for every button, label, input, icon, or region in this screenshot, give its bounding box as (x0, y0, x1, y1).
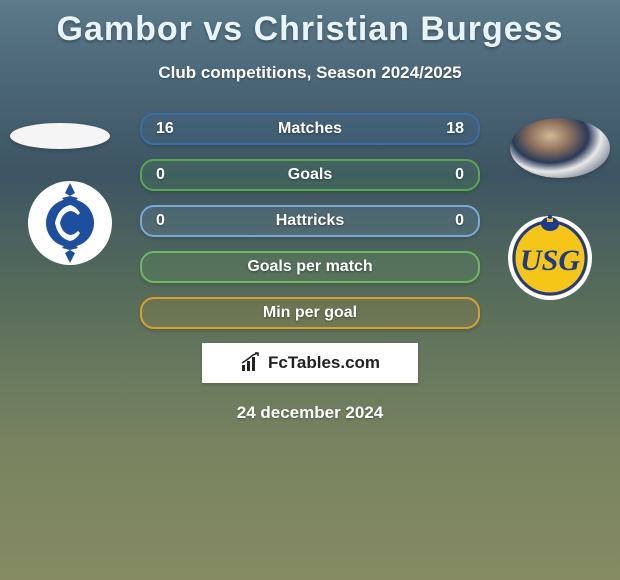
stat-left-value: 0 (156, 166, 165, 184)
stat-right-value: 0 (455, 166, 464, 184)
brand-text: FcTables.com (268, 353, 380, 373)
club-right-badge: USG (500, 208, 600, 308)
stat-label: Goals per match (247, 258, 372, 276)
comparison-area: USG 16 Matches 18 0 Goals 0 0 Hattricks … (0, 113, 620, 423)
stat-label: Matches (278, 120, 342, 138)
player-right-photo (510, 118, 610, 178)
stat-row: 0 Goals 0 (140, 159, 480, 191)
chart-icon (240, 352, 262, 374)
stat-label: Min per goal (263, 304, 357, 322)
club-left-badge (20, 173, 120, 273)
stat-right-value: 18 (446, 120, 464, 138)
stat-row: Goals per match (140, 251, 480, 283)
subtitle: Club competitions, Season 2024/2025 (0, 63, 620, 83)
stat-label: Hattricks (276, 212, 344, 230)
page-title: Gambor vs Christian Burgess (0, 0, 620, 49)
brand-box: FcTables.com (202, 343, 418, 383)
stat-right-value: 0 (455, 212, 464, 230)
stat-row: 0 Hattricks 0 (140, 205, 480, 237)
stat-left-value: 0 (156, 212, 165, 230)
stat-label: Goals (288, 166, 332, 184)
date-text: 24 december 2024 (0, 403, 620, 423)
stat-left-value: 16 (156, 120, 174, 138)
svg-text:USG: USG (520, 244, 580, 277)
stat-row: Min per goal (140, 297, 480, 329)
stat-row: 16 Matches 18 (140, 113, 480, 145)
stat-rows: 16 Matches 18 0 Goals 0 0 Hattricks 0 Go… (140, 113, 480, 329)
player-left-photo (10, 123, 110, 149)
